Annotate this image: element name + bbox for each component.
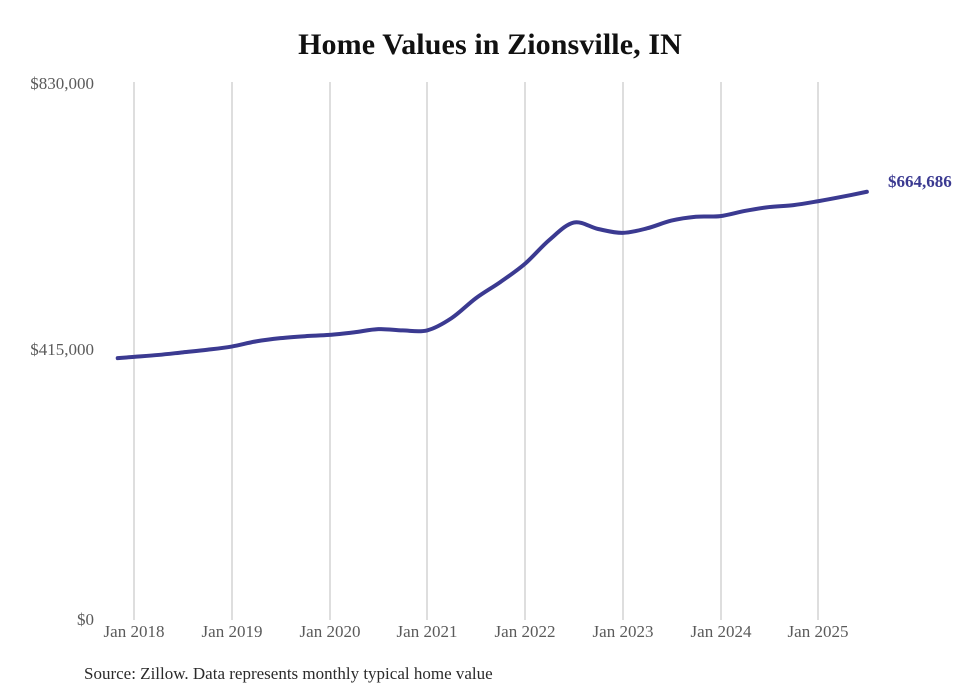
x-axis-tick-jan-2018: Jan 2018 (103, 622, 165, 641)
page-title: Home Values in Zionsville, IN (298, 28, 682, 61)
end-value-annotation: $664,686 (888, 172, 952, 191)
source-note: Source: Zillow. Data represents monthly … (84, 664, 493, 683)
y-axis-tick-mid: $415,000 (30, 340, 94, 359)
x-axis-tick-jan-2019: Jan 2019 (201, 622, 263, 641)
x-axis-tick-jan-2022: Jan 2022 (494, 622, 556, 641)
x-axis-tick-jan-2025: Jan 2025 (787, 622, 849, 641)
gridlines (133, 82, 819, 620)
y-axis-tick-top: $830,000 (30, 74, 94, 93)
y-axis-tick-zero: $0 (77, 610, 94, 629)
x-axis-tick-jan-2021: Jan 2021 (396, 622, 458, 641)
x-axis-tick-jan-2024: Jan 2024 (690, 622, 752, 641)
line-series-typical-home-value (115, 189, 869, 361)
x-axis-tick-jan-2020: Jan 2020 (299, 622, 361, 641)
x-axis-tick-jan-2023: Jan 2023 (592, 622, 654, 641)
